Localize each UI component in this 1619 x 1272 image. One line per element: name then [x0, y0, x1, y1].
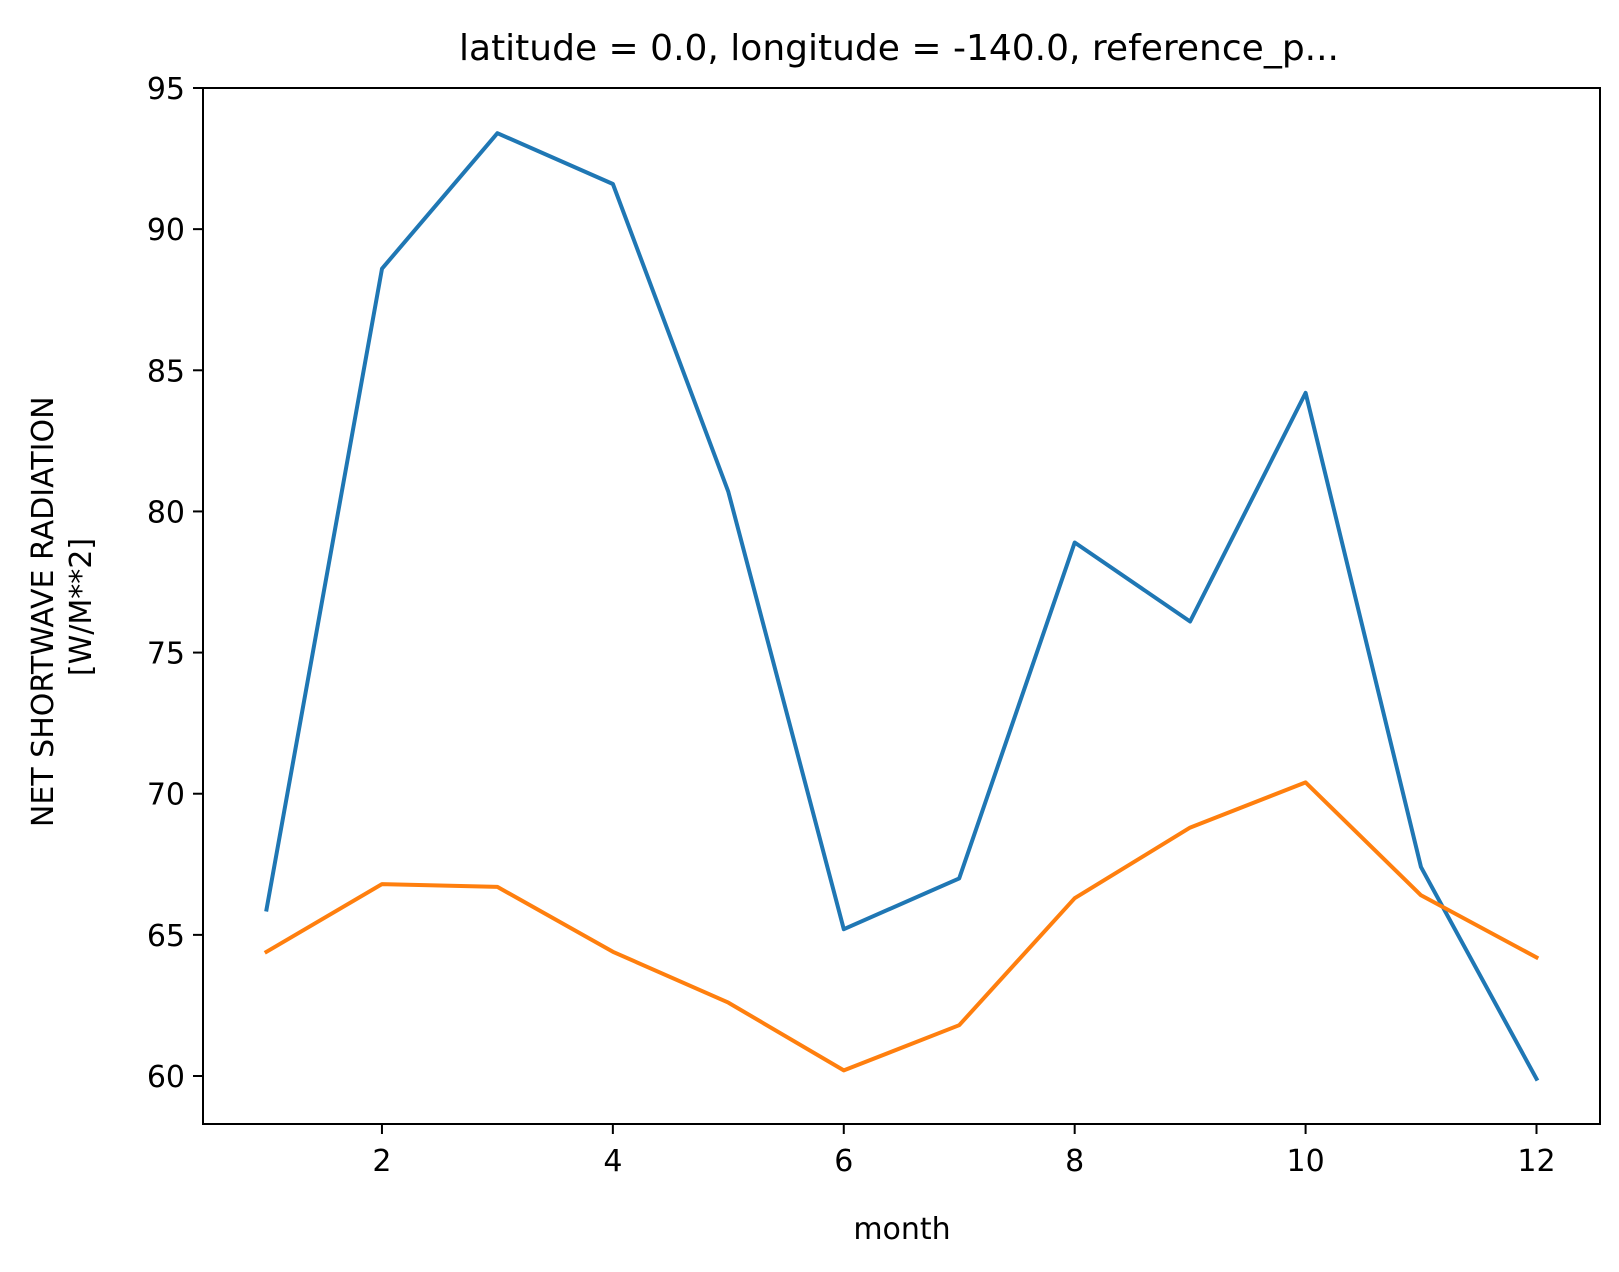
plot-frame	[202, 87, 1601, 1125]
y-axis-title-line-1: NET SHORTWAVE RADIATION	[26, 396, 61, 827]
x-tick-label: 8	[1065, 1144, 1084, 1179]
series-line-1	[264, 131, 1540, 1082]
y-axis-title-line-2: [W/M**2]	[64, 538, 99, 676]
x-tick-label: 4	[603, 1144, 622, 1179]
y-tick-label: 95	[147, 72, 185, 107]
y-tick-label: 65	[147, 919, 185, 954]
y-axis-title: NET SHORTWAVE RADIATION [W/M**2]	[26, 387, 99, 827]
x-tick-label: 12	[1517, 1144, 1555, 1179]
series-layer	[263, 131, 1540, 1082]
x-tick-label: 6	[834, 1144, 853, 1179]
y-tick-label: 60	[147, 1060, 185, 1095]
x-axis-title: month	[853, 1212, 950, 1247]
y-tick-label: 70	[147, 778, 185, 813]
chart-title: latitude = 0.0, longitude = -140.0, refe…	[459, 28, 1339, 69]
x-axis-ticks: 2 4 6 8 10 12	[372, 1124, 1556, 1179]
y-tick-label: 75	[147, 637, 185, 672]
y-tick-label: 85	[147, 354, 185, 389]
series-line-2	[263, 780, 1540, 1073]
y-tick-label: 90	[147, 213, 185, 248]
x-tick-label: 10	[1286, 1144, 1324, 1179]
y-tick-label: 80	[147, 495, 185, 530]
x-tick-label: 2	[372, 1144, 391, 1179]
y-axis-ticks: 60 65 70 75 80 85 90 95	[147, 72, 203, 1095]
